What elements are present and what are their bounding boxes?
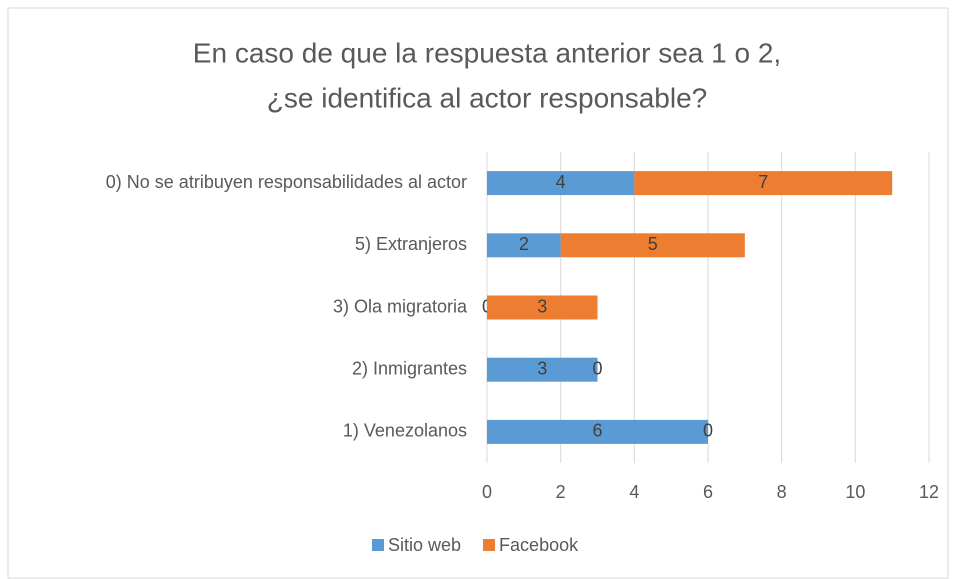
x-tick-label: 4	[629, 482, 639, 502]
bar	[487, 171, 635, 196]
y-tick-label: 0) No se atribuyen responsabilidades al …	[106, 172, 467, 192]
x-tick-label: 6	[703, 482, 713, 502]
chart-title: ¿se identifica al actor responsable?	[267, 82, 707, 113]
data-label: 3	[537, 296, 547, 316]
x-tick-label: 2	[556, 482, 566, 502]
y-tick-label: 3) Ola migratoria	[333, 296, 468, 316]
legend-label: Sitio web	[388, 535, 461, 555]
x-tick-label: 12	[919, 482, 939, 502]
data-label: 7	[758, 172, 768, 192]
chart-frame	[7, 7, 949, 579]
bar	[487, 233, 561, 258]
data-label: 3	[537, 358, 547, 378]
y-tick-label: 1) Venezolanos	[343, 421, 467, 441]
y-tick-label: 5) Extranjeros	[355, 234, 467, 254]
data-label: 6	[592, 421, 602, 441]
x-tick-label: 10	[845, 482, 865, 502]
bar	[487, 357, 598, 382]
legend-swatch	[483, 539, 496, 551]
bar	[634, 171, 893, 196]
data-label: 4	[556, 172, 566, 192]
legend-swatch	[372, 539, 384, 551]
x-tick-label: 8	[777, 482, 787, 502]
data-label: 0	[703, 421, 713, 441]
y-tick-label: 2) Inmigrantes	[352, 358, 467, 378]
bar	[560, 233, 745, 258]
chart-title: En caso de que la respuesta anterior sea…	[193, 37, 781, 68]
bar	[487, 419, 708, 444]
x-tick-label: 0	[482, 482, 492, 502]
bar	[487, 295, 598, 320]
data-label: 5	[648, 234, 658, 254]
legend-label: Facebook	[499, 535, 579, 555]
data-label: 2	[519, 234, 529, 254]
data-label: 0	[592, 358, 602, 378]
